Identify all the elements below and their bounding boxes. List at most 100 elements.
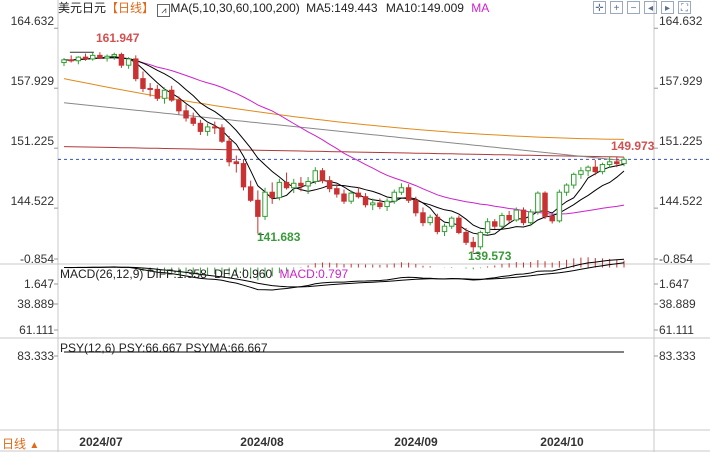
candle-body <box>427 216 433 224</box>
candle-body <box>82 56 89 60</box>
price-annotations: 161.947 141.683 139.573 149.973 <box>69 31 655 263</box>
candle <box>197 119 204 135</box>
period-tag[interactable]: 【日线】 <box>106 1 155 15</box>
candle-body <box>118 53 125 66</box>
candle <box>405 184 412 203</box>
high-label: 161.947 <box>96 31 140 45</box>
candle <box>204 123 211 136</box>
candle <box>68 55 74 63</box>
dea-line <box>64 262 625 288</box>
ma60-line <box>63 78 625 140</box>
candle-body <box>434 216 441 233</box>
candle <box>75 56 82 65</box>
candle <box>305 177 311 195</box>
y-tick-label-right: 144.522 <box>659 194 703 208</box>
candle-body <box>571 173 577 186</box>
candle <box>312 167 319 185</box>
candle <box>441 223 448 237</box>
candle-body <box>269 191 275 199</box>
zoom-out-icon[interactable]: − <box>627 1 640 14</box>
candle-body <box>362 196 369 206</box>
y-tick-label-right: 157.929 <box>659 74 703 88</box>
candle <box>212 121 218 135</box>
low2-label: 139.573 <box>468 249 512 263</box>
candle-body <box>283 181 290 189</box>
candle-body <box>204 126 211 132</box>
candle-body <box>226 140 232 163</box>
candle-body <box>262 191 268 217</box>
candle-body <box>614 161 620 165</box>
candle <box>82 53 89 61</box>
candle <box>233 155 240 173</box>
candle <box>556 189 563 223</box>
candle <box>276 178 283 201</box>
candlestick-series <box>61 52 627 253</box>
candle-body <box>111 53 117 57</box>
candle-body <box>369 202 376 206</box>
candle <box>262 187 268 220</box>
candle <box>183 104 189 122</box>
psy-tick-left: 38.889 <box>17 297 54 311</box>
zoom-in-icon[interactable]: + <box>610 1 623 14</box>
candle <box>283 172 290 190</box>
candle <box>621 157 627 167</box>
candle <box>592 160 599 176</box>
fullscreen-icon[interactable]: ⛶ <box>678 1 691 14</box>
candle-body <box>413 199 419 214</box>
crosshair-icon[interactable]: ✛ <box>593 1 606 14</box>
candle <box>599 162 606 175</box>
candle-body <box>161 89 168 99</box>
candle-body <box>542 192 548 217</box>
candle <box>578 167 584 179</box>
candle-body <box>68 59 74 62</box>
y-tick-label-left: 164.632 <box>11 14 55 28</box>
candle <box>326 176 333 193</box>
candle <box>362 193 369 208</box>
left-icon[interactable]: ◂ <box>644 1 657 14</box>
candle <box>298 177 304 192</box>
candle-body <box>484 221 491 233</box>
candle <box>492 219 498 229</box>
candle-body <box>89 54 96 60</box>
candle <box>427 214 433 226</box>
last-price-label: 149.973 <box>611 139 655 153</box>
indicator-icon[interactable]: ⩘ <box>157 4 171 17</box>
period-selector[interactable]: 日线 ▲ <box>2 437 39 453</box>
candle-body <box>391 191 397 202</box>
candle-body <box>599 163 606 173</box>
candle-body <box>298 182 304 187</box>
macd-tick-left: -0.854 <box>20 252 54 266</box>
candle <box>319 168 326 184</box>
candle-body <box>556 191 563 222</box>
candle <box>161 87 168 104</box>
candle <box>527 209 534 227</box>
candle <box>247 180 254 203</box>
candle-body <box>154 88 161 99</box>
candle <box>549 213 555 224</box>
x-tick-label: 2024/08 <box>240 435 284 449</box>
candle-body <box>104 55 110 59</box>
candle <box>563 183 570 196</box>
psy-params: PSY(12,6) <box>60 341 116 355</box>
candle-body <box>212 126 218 129</box>
candle-body <box>377 202 383 208</box>
candle <box>219 124 225 144</box>
candle <box>506 211 512 223</box>
right-icon[interactable]: ▸ <box>661 1 674 14</box>
ma100-line <box>63 102 625 162</box>
candle-body <box>563 184 570 193</box>
candle-body <box>506 214 512 221</box>
candle <box>477 230 484 250</box>
dea-value: DEA:0.960 <box>214 267 273 281</box>
candle-body <box>585 166 591 172</box>
candle <box>111 52 117 60</box>
candle-body <box>125 58 132 66</box>
x-tick-label: 2024/10 <box>540 435 584 449</box>
y-tick-label-right: 151.225 <box>659 134 703 148</box>
candle <box>89 52 96 61</box>
candle-body <box>326 180 333 190</box>
candle-body <box>606 161 613 165</box>
y-tick-label-left: 144.522 <box>11 194 55 208</box>
psy-tick-left: 83.333 <box>17 349 54 363</box>
